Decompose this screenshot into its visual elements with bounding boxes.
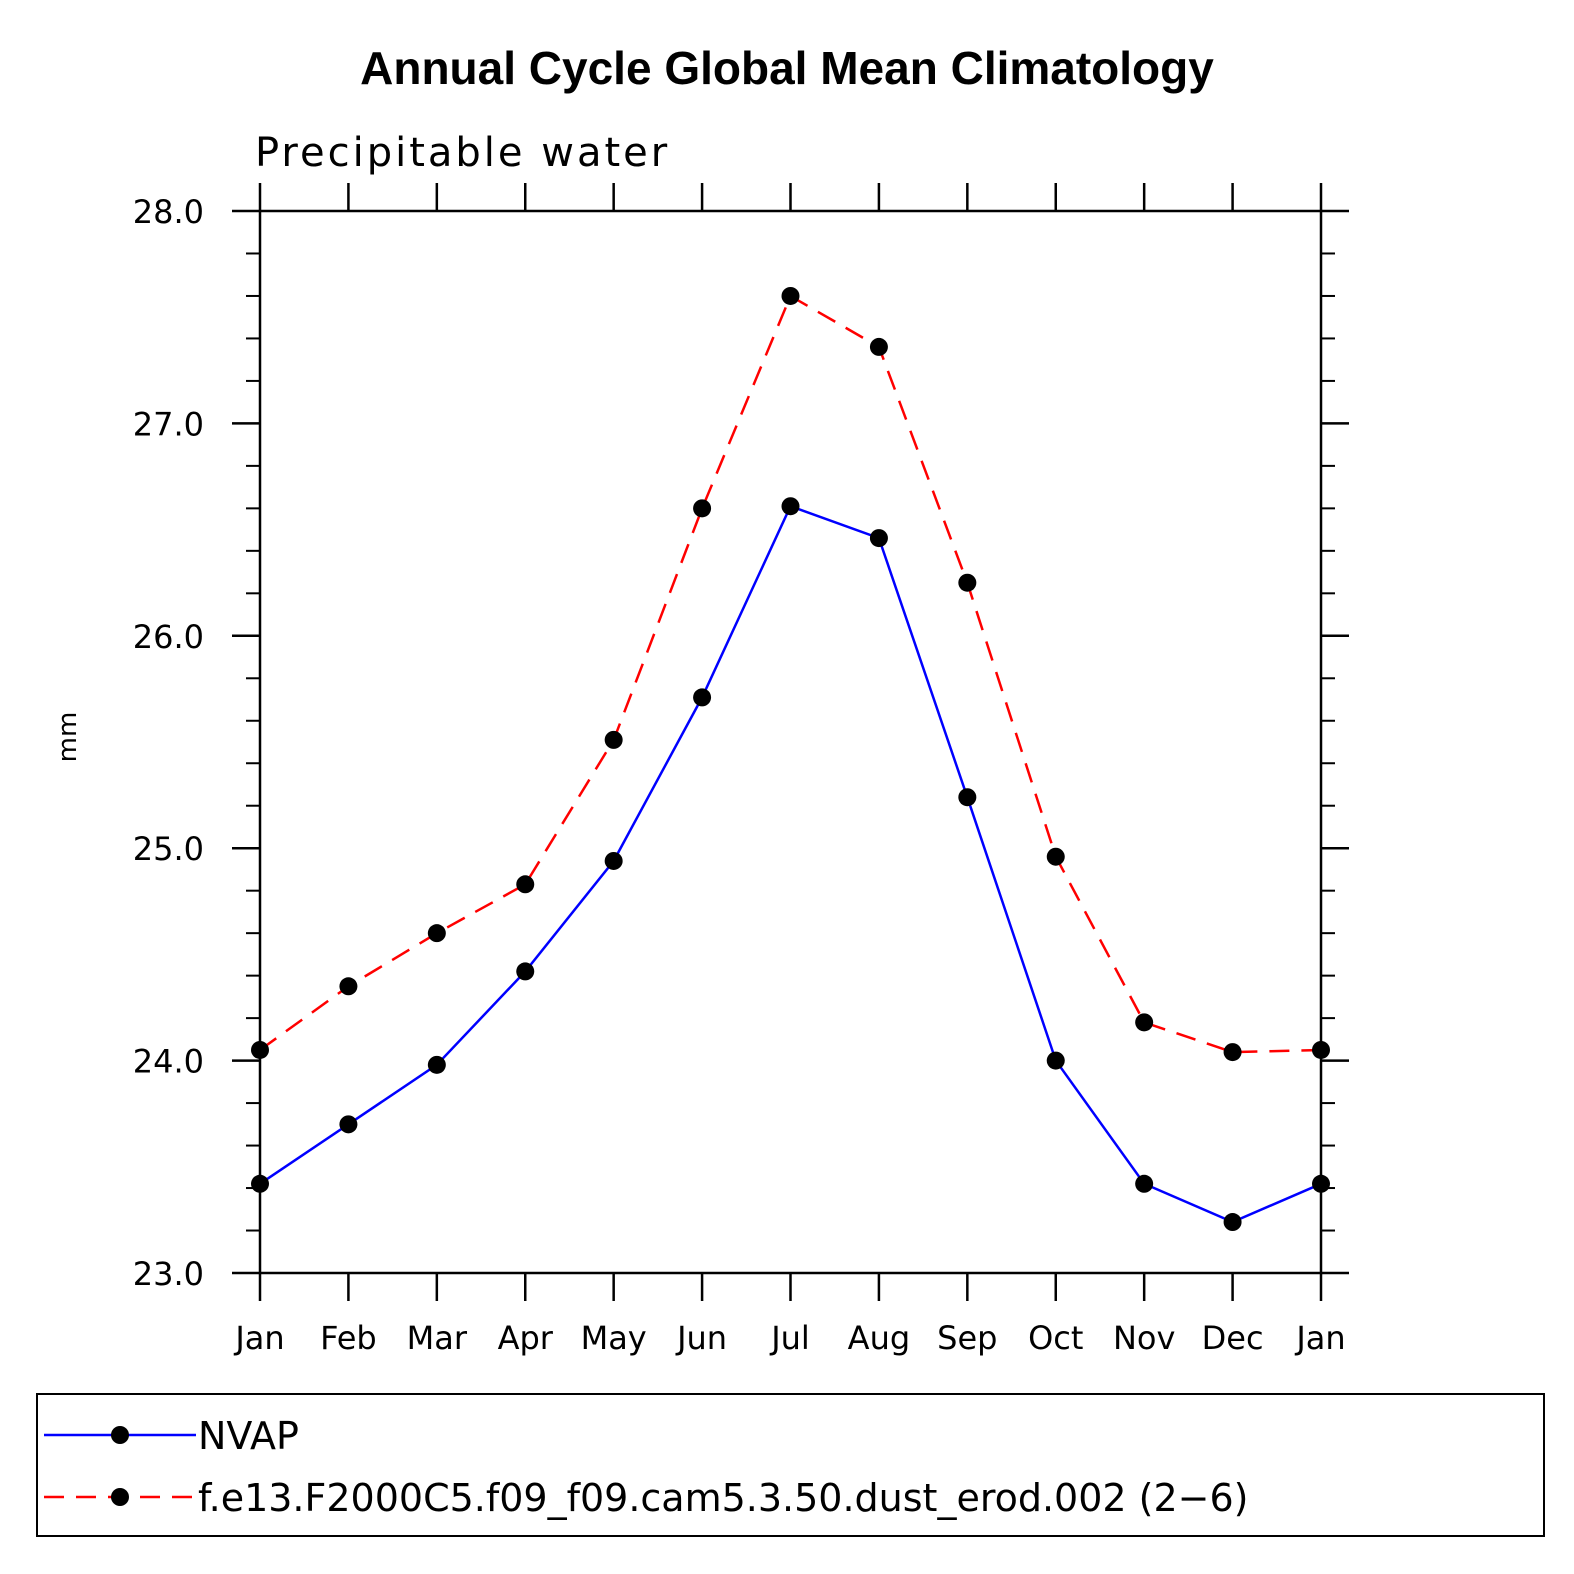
data-point — [339, 1115, 358, 1134]
data-point — [1046, 847, 1065, 866]
legend-box — [36, 1393, 1545, 1537]
series-line-1 — [259, 504, 1322, 1224]
data-point — [427, 1055, 446, 1074]
data-point — [516, 962, 535, 981]
data-point — [1312, 1174, 1330, 1193]
data-point — [516, 875, 535, 894]
x-tick-label: Jun — [675, 1319, 727, 1357]
data-point — [1046, 1051, 1065, 1070]
chart-title: Annual Cycle Global Mean Climatology — [360, 42, 1214, 94]
y-tick-label: 23.0 — [133, 1255, 204, 1293]
series-layer — [251, 286, 1330, 1232]
data-point — [339, 977, 358, 996]
y-tick-label: 28.0 — [133, 193, 204, 231]
x-tick-label: Oct — [1028, 1319, 1083, 1357]
data-point — [1223, 1213, 1242, 1232]
data-point — [869, 529, 888, 548]
data-point — [604, 851, 623, 870]
x-tick-label: Feb — [320, 1319, 377, 1357]
y-axis-label: mm — [53, 712, 83, 763]
data-point — [427, 924, 446, 943]
data-point — [958, 573, 977, 592]
x-tick-label: Jul — [769, 1319, 810, 1357]
legend: NVAP f.e13.F2000C5.f09_f09.cam5.3.50.dust… — [36, 1393, 1545, 1537]
data-point — [251, 1040, 269, 1059]
y-tick-label: 24.0 — [133, 1043, 204, 1081]
y-tick-label: 25.0 — [133, 830, 204, 868]
series-line-2 — [259, 294, 1322, 1054]
data-point — [604, 730, 623, 749]
data-point — [958, 788, 977, 807]
x-tick-label: Jan — [233, 1319, 284, 1357]
data-point — [1135, 1013, 1154, 1032]
x-tick-label: Nov — [1113, 1319, 1175, 1357]
y-tick-label: 27.0 — [133, 405, 204, 443]
legend-marker — [111, 1426, 129, 1444]
x-tick-label: Mar — [407, 1319, 468, 1357]
data-point — [1312, 1040, 1330, 1059]
data-point — [781, 497, 800, 516]
x-tick-label: Apr — [498, 1319, 554, 1357]
data-point — [251, 1174, 269, 1193]
data-point — [869, 337, 888, 356]
data-point — [693, 688, 712, 707]
x-tick-label: Aug — [848, 1319, 910, 1357]
axes: 23.0 24.0 25.0 26.0 27.0 28.0 Jan Feb Mar Apr May J… — [133, 183, 1349, 1357]
data-point — [1135, 1174, 1154, 1193]
data-point — [693, 499, 712, 518]
data-point — [1223, 1043, 1242, 1062]
chart-subtitle: Precipitable water — [255, 130, 670, 176]
legend-label-1: NVAP — [198, 1414, 299, 1458]
y-tick-label: 26.0 — [133, 618, 204, 656]
x-tick-label: Jan — [1294, 1319, 1345, 1357]
plot-frame — [258, 209, 1323, 1275]
x-tick-label: May — [581, 1319, 647, 1357]
legend-label-2: f.e13.F2000C5.f09_f09.cam5.3.50.dust_ero… — [198, 1476, 1249, 1520]
data-point — [781, 286, 800, 305]
legend-marker — [111, 1488, 129, 1506]
x-tick-label: Dec — [1202, 1319, 1264, 1357]
x-tick-label: Sep — [937, 1319, 997, 1357]
